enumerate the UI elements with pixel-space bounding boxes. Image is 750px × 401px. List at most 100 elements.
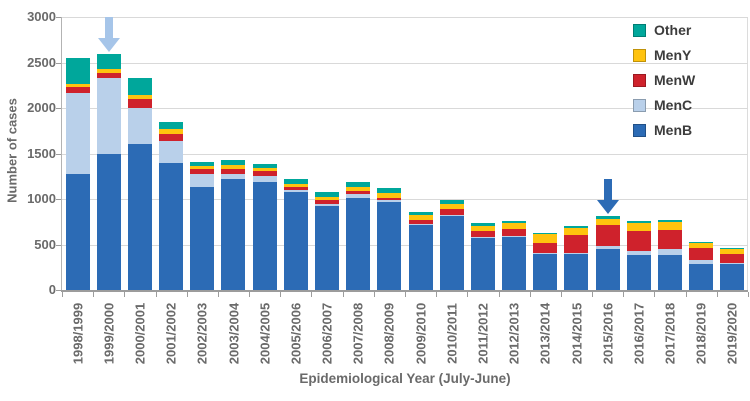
legend-swatch-icon: [633, 48, 646, 62]
x-tick-label: 2006/2007: [319, 302, 335, 365]
bar-segment-menw: [595, 224, 620, 247]
x-tick-mark: [405, 292, 406, 297]
x-axis-line: [61, 290, 748, 292]
bar-segment-other: [159, 122, 184, 130]
bar-segment-other: [689, 241, 714, 244]
arrow-down-icon: [596, 179, 619, 215]
x-tick-label: 2017/2018: [662, 302, 678, 365]
bar-segment-meny: [221, 164, 246, 169]
bar-slot: [499, 17, 530, 290]
x-tick-label: 2010/2011: [444, 303, 460, 364]
x-tick-label: 2008/2009: [381, 302, 397, 365]
y-axis-line: [61, 17, 62, 290]
bar-segment-other: [502, 221, 527, 224]
x-tick-mark: [249, 292, 251, 297]
y-tick-mark: [56, 108, 61, 109]
x-tick-label: 2000/2001: [132, 302, 148, 365]
bar-segment-meny: [470, 226, 495, 231]
bar-segment-meny: [689, 243, 714, 248]
bar-segment-meny: [658, 221, 683, 230]
x-tick-mark: [560, 292, 562, 297]
bar-segment-other: [626, 220, 651, 223]
bar-segment-meny: [315, 196, 340, 200]
x-tick-label: 2009/2010: [413, 302, 429, 365]
bar-segment-menc: [595, 246, 620, 250]
bar-segment-menw: [470, 230, 495, 237]
x-tick-label: 2005/2006: [288, 302, 304, 365]
bar-slot: [467, 17, 498, 290]
bar-segment-menc: [533, 252, 558, 254]
y-tick-mark: [56, 290, 61, 291]
bar-2014-2015: [564, 225, 589, 290]
x-tick-mark: [280, 292, 282, 297]
bar-2010-2011: [439, 200, 464, 290]
bar-segment-menw: [564, 235, 589, 253]
x-tick-mark: [623, 292, 625, 297]
bar-segment-menb: [533, 253, 558, 290]
bar-2002-2003: [190, 162, 215, 290]
bar-segment-menc: [65, 92, 90, 174]
gridline: [62, 108, 748, 109]
bar-segment-menc: [377, 200, 402, 202]
bar-slot: [717, 17, 748, 290]
bar-segment-menb: [159, 162, 184, 290]
bar-segment-menc: [689, 259, 714, 265]
bar-slot: [374, 17, 405, 290]
bar-segment-other: [470, 223, 495, 227]
bar-segment-menw: [408, 220, 433, 224]
bar-segment-menb: [439, 215, 464, 290]
x-tick-mark: [529, 292, 531, 297]
bar-segment-other: [315, 192, 340, 197]
bar-segment-other: [127, 78, 152, 95]
bar-2009-2010: [408, 212, 433, 290]
x-tick-mark: [124, 292, 126, 297]
bar-segment-menw: [377, 197, 402, 201]
bar-segment-menw: [658, 229, 683, 249]
bar-segment-menw: [533, 243, 558, 253]
bar-segment-menc: [159, 141, 184, 163]
legend-item-menb: MenB: [633, 123, 695, 137]
bar-slot: [187, 17, 218, 290]
bar-segment-menc: [127, 108, 152, 145]
x-tick-label: 2003/2004: [226, 302, 241, 365]
bar-segment-other: [408, 212, 433, 216]
x-tick-label: 2002/2003: [194, 302, 210, 365]
x-tick-mark: [93, 292, 95, 297]
bar-segment-other: [283, 179, 308, 185]
bar-segment-menb: [65, 173, 90, 290]
bar-segment-menc: [439, 214, 464, 216]
bar-segment-menc: [564, 252, 589, 254]
bar-slot: [218, 17, 249, 290]
legend-item-menc: MenC: [633, 98, 695, 112]
bar-segment-other: [65, 58, 90, 84]
bar-slot: [343, 17, 374, 290]
bar-segment-menb: [658, 254, 683, 290]
x-tick-label: 2015/2016: [600, 302, 616, 365]
y-tick-label: 2500: [27, 54, 56, 70]
bar-segment-other: [564, 225, 589, 228]
bar-segment-other: [377, 188, 402, 194]
bar-slot: [654, 17, 685, 290]
bar-2017-2018: [658, 220, 683, 290]
bar-segment-menw: [127, 99, 152, 109]
plot-area: [62, 17, 748, 290]
bar-segment-other: [658, 220, 683, 222]
bar-segment-menw: [252, 171, 277, 177]
bar-segment-menb: [283, 191, 308, 290]
y-tick-label: 1000: [27, 191, 56, 206]
bar-segment-meny: [252, 167, 277, 172]
x-tick-mark: [654, 292, 656, 297]
x-tick-mark: [62, 292, 63, 297]
bar-1999-2000: [96, 54, 121, 290]
bar-segment-meny: [595, 218, 620, 225]
legend-swatch-icon: [633, 123, 646, 137]
bar-slot: [623, 17, 654, 290]
x-tick-label: 2018/2019: [693, 302, 709, 365]
legend: Other MenY MenW MenC MenB: [633, 23, 695, 137]
y-tick-mark: [56, 17, 61, 18]
gridline: [62, 17, 748, 18]
bar-segment-meny: [65, 83, 90, 87]
y-tick-label: 2000: [27, 100, 56, 115]
x-tick-mark: [467, 292, 469, 297]
